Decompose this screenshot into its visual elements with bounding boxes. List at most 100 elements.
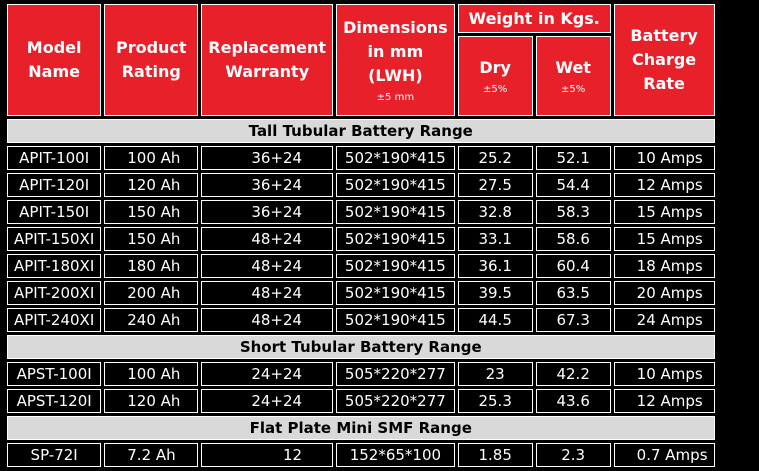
data-cell: 48+24 [201,281,334,305]
data-cell: 43.6 [535,389,611,413]
section-title: Short Tubular Battery Range [7,335,715,359]
data-row: APIT-100I 100 Ah 36+24 502*190*415 25.2 52.1 1… [7,146,715,170]
data-cell: 52.1 [535,146,611,170]
data-cell: 48+24 [201,227,334,251]
header-text: Dry [479,58,511,77]
data-cell: 27.5 [457,173,533,197]
data-cell: 502*190*415 [336,308,455,332]
data-cell: 502*190*415 [336,227,455,251]
data-cell: 42.2 [535,362,611,386]
data-cell: APST-120I [7,389,102,413]
data-cell: 48+24 [201,254,334,278]
header-note: ±5 mm [376,92,415,103]
section-title: Flat Plate Mini SMF Range [7,416,715,440]
section-row: Short Tubular Battery Range [7,335,715,359]
data-cell: 39.5 [457,281,533,305]
data-cell: 120 Ah [104,389,199,413]
data-cell: 33.1 [457,227,533,251]
data-row: APIT-150XI 150 Ah 48+24 502*190*415 33.1 58.6… [7,227,715,251]
data-cell: 58.6 [535,227,611,251]
data-cell: 502*190*415 [336,254,455,278]
data-cell: 24+24 [201,389,334,413]
data-cell: 48+24 [201,308,334,332]
data-cell: 23 [457,362,533,386]
data-row: APIT-180XI 180 Ah 48+24 502*190*415 36.1 60.4… [7,254,715,278]
data-cell: 12 Amps [613,389,715,413]
data-cell: 25.3 [457,389,533,413]
data-cell: 54.4 [535,173,611,197]
data-cell: 63.5 [535,281,611,305]
data-cell: 502*190*415 [336,146,455,170]
data-row: APIT-200XI 200 Ah 48+24 502*190*415 39.5 63.5… [7,281,715,305]
data-cell: APIT-150I [7,200,102,224]
data-row: APST-120I 120 Ah 24+24 505*220*277 25.3 43.6 1… [7,389,715,413]
data-cell: 502*190*415 [336,173,455,197]
data-cell: 24+24 [201,362,334,386]
data-cell: 36+24 [201,173,334,197]
header-row: Dry ±5% Wet ±5% [7,36,715,116]
data-cell: APIT-150XI [7,227,102,251]
data-cell: 1.85 [457,443,533,467]
data-cell: 25.2 [457,146,533,170]
data-row: APST-100I 100 Ah 24+24 505*220*277 23 42.2 10 … [7,362,715,386]
data-cell: 15 Amps [613,227,715,251]
header-cell: Replacement Warranty [201,4,334,116]
data-cell: 12 Amps [613,173,715,197]
data-cell: 15 Amps [613,200,715,224]
header-cell: Weight in Kgs. [457,4,611,33]
section-row: Flat Plate Mini SMF Range [7,416,715,440]
data-cell: 200 Ah [104,281,199,305]
data-cell: 505*220*277 [336,389,455,413]
data-cell: 150 Ah [104,200,199,224]
data-cell: 58.3 [535,200,611,224]
table-body: Model Name Product Rating Replacement Wa… [7,4,715,467]
data-cell: 12 [201,443,334,467]
data-cell: 36+24 [201,200,334,224]
data-cell: 120 Ah [104,173,199,197]
header-cell: Product Rating [104,4,199,116]
header-cell: Model Name [7,4,102,116]
header-cell: Battery Charge Rate [613,4,715,116]
data-cell: 10 Amps [613,362,715,386]
data-cell: 7.2 Ah [104,443,199,467]
data-cell: 240 Ah [104,308,199,332]
data-cell: 67.3 [535,308,611,332]
data-cell: 36.1 [457,254,533,278]
data-cell: 24 Amps [613,308,715,332]
data-cell: 505*220*277 [336,362,455,386]
data-cell: 150 Ah [104,227,199,251]
data-cell: APIT-120I [7,173,102,197]
data-cell: 502*190*415 [336,200,455,224]
data-cell: APST-100I [7,362,102,386]
data-cell: 18 Amps [613,254,715,278]
data-cell: 60.4 [535,254,611,278]
header-cell: Dry ±5% [457,36,533,116]
data-cell: 2.3 [535,443,611,467]
data-row: APIT-150I 150 Ah 36+24 502*190*415 32.8 58.3 1… [7,200,715,224]
data-cell: 152*65*100 [336,443,455,467]
header-cell: Dimensions in mm (LWH) ±5 mm [336,4,455,116]
header-text: Dimensions in mm (LWH) [343,18,448,85]
data-row: SP-72I 7.2 Ah 12 152*65*100 1.85 2.3 0.7 Amps [7,443,715,467]
data-cell: 0.7 Amps [613,443,715,467]
section-row: Tall Tubular Battery Range [7,119,715,143]
header-text: Wet [555,58,591,77]
table-wrap: Model Name Product Rating Replacement Wa… [4,1,718,470]
header-row: Model Name Product Rating Replacement Wa… [7,4,715,116]
data-cell: 36+24 [201,146,334,170]
data-cell: APIT-100I [7,146,102,170]
data-cell: SP-72I [7,443,102,467]
data-cell: APIT-200XI [7,281,102,305]
data-cell: 20 Amps [613,281,715,305]
header-note: ±5% [483,84,508,95]
data-cell: 32.8 [457,200,533,224]
data-cell: 100 Ah [104,146,199,170]
data-cell: APIT-180XI [7,254,102,278]
battery-table: Model Name Product Rating Replacement Wa… [4,1,718,470]
header-note: ±5% [561,84,586,95]
data-cell: 502*190*415 [336,281,455,305]
data-row: APIT-120I 120 Ah 36+24 502*190*415 27.5 54.4 1… [7,173,715,197]
data-cell: 180 Ah [104,254,199,278]
section-title: Tall Tubular Battery Range [7,119,715,143]
